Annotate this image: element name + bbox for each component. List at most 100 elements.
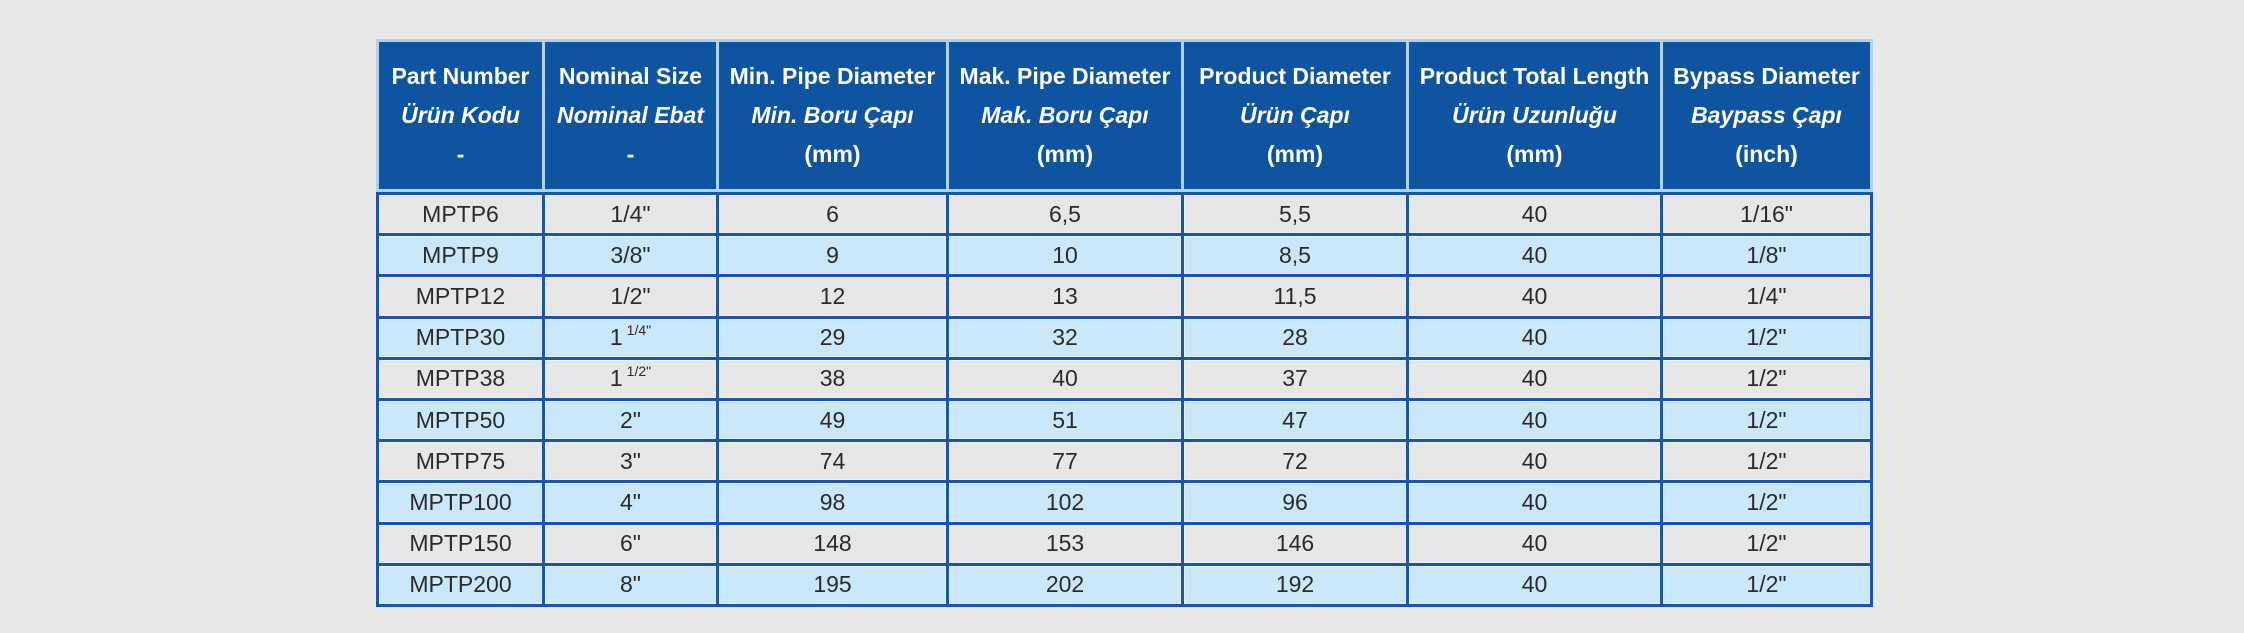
bypass-diameter-cell: 1/2" [1663, 359, 1870, 398]
spec-table: Part Number Ürün Kodu - Nominal Size Nom… [376, 39, 1873, 607]
product-total-length-cell: 40 [1409, 277, 1660, 316]
product-diameter-cell: 72 [1184, 442, 1406, 481]
bypass-diameter-cell: 1/2" [1663, 318, 1870, 357]
product-diameter-cell: 96 [1184, 483, 1406, 522]
part-number-cell: MPTP12 [379, 277, 542, 316]
bypass-diameter-cell: 1/2" [1663, 524, 1870, 563]
header-en-label: Product Diameter [1199, 63, 1391, 89]
product-diameter-cell: 47 [1184, 400, 1406, 440]
bypass-diameter-cell: 1/4" [1663, 277, 1870, 316]
min-pipe-diameter-cell: 98 [719, 483, 946, 522]
max-pipe-diameter-cell: 102 [949, 483, 1181, 522]
header-cell-part-number: Part Number Ürün Kodu - [379, 42, 542, 189]
part-number-cell: MPTP150 [379, 524, 542, 563]
header-unit-label: (mm) [1036, 141, 1094, 167]
header-cell-max-pipe-diameter: Mak. Pipe Diameter Mak. Boru Çapı (mm) [949, 42, 1181, 189]
part-number-cell: MPTP38 [379, 359, 542, 398]
nominal-size-cell: 4" [545, 483, 716, 522]
header-tr-label: Nominal Ebat [557, 102, 704, 128]
nominal-size-cell: 3" [545, 442, 716, 481]
nominal-size-cell: 6" [545, 524, 716, 563]
product-diameter-cell: 146 [1184, 524, 1406, 563]
min-pipe-diameter-cell: 74 [719, 442, 946, 481]
header-tr-label: Baypass Çapı [1691, 102, 1842, 128]
part-number-cell: MPTP200 [379, 565, 542, 604]
product-diameter-cell: 192 [1184, 565, 1406, 604]
part-number-cell: MPTP9 [379, 236, 542, 275]
max-pipe-diameter-cell: 10 [949, 236, 1181, 275]
header-unit-label: - [456, 141, 465, 167]
max-pipe-diameter-cell: 6,5 [949, 195, 1181, 234]
header-en-label: Mak. Pipe Diameter [959, 63, 1171, 89]
max-pipe-diameter-cell: 13 [949, 277, 1181, 316]
product-diameter-cell: 37 [1184, 359, 1406, 398]
nominal-size-cell: 1/2" [545, 277, 716, 316]
min-pipe-diameter-cell: 12 [719, 277, 946, 316]
product-diameter-cell: 5,5 [1184, 195, 1406, 234]
bypass-diameter-cell: 1/2" [1663, 483, 1870, 522]
part-number-cell: MPTP100 [379, 483, 542, 522]
product-total-length-cell: 40 [1409, 483, 1660, 522]
header-en-label: Nominal Size [558, 63, 703, 89]
product-total-length-cell: 40 [1409, 236, 1660, 275]
header-en-label: Product Total Length [1419, 63, 1650, 89]
header-cell-bypass-diameter: Bypass Diameter Baypass Çapı (inch) [1663, 42, 1870, 189]
max-pipe-diameter-cell: 153 [949, 524, 1181, 563]
header-tr-label: Ürün Kodu [401, 102, 520, 128]
max-pipe-diameter-cell: 202 [949, 565, 1181, 604]
header-unit-label: (mm) [804, 141, 861, 167]
product-total-length-cell: 40 [1409, 524, 1660, 563]
header-tr-label: Min. Boru Çapı [751, 102, 914, 128]
header-cell-min-pipe-diameter: Min. Pipe Diameter Min. Boru Çapı (mm) [719, 42, 946, 189]
nominal-size-cell: 1/4" [545, 195, 716, 234]
max-pipe-diameter-cell: 51 [949, 400, 1181, 440]
min-pipe-diameter-cell: 29 [719, 318, 946, 357]
header-en-label: Part Number [391, 63, 530, 89]
bypass-diameter-cell: 1/2" [1663, 565, 1870, 604]
header-tr-label: Ürün Çapı [1240, 102, 1350, 128]
min-pipe-diameter-cell: 195 [719, 565, 946, 604]
header-unit-label: - [626, 141, 635, 167]
max-pipe-diameter-cell: 40 [949, 359, 1181, 398]
min-pipe-diameter-cell: 148 [719, 524, 946, 563]
part-number-cell: MPTP30 [379, 318, 542, 357]
header-en-label: Bypass Diameter [1673, 63, 1860, 89]
nominal-size-cell: 1 1/4" [545, 318, 716, 357]
bypass-diameter-cell: 1/16" [1663, 195, 1870, 234]
product-total-length-cell: 40 [1409, 442, 1660, 481]
nominal-size-cell: 8" [545, 565, 716, 604]
product-total-length-cell: 40 [1409, 565, 1660, 604]
product-total-length-cell: 40 [1409, 400, 1660, 440]
product-total-length-cell: 40 [1409, 195, 1660, 234]
product-diameter-cell: 28 [1184, 318, 1406, 357]
part-number-cell: MPTP6 [379, 195, 542, 234]
table-body: MPTP6 1/4" 6 6,5 5,5 40 1/16" MPTP9 3/8"… [376, 192, 1873, 607]
product-total-length-cell: 40 [1409, 359, 1660, 398]
header-en-label: Min. Pipe Diameter [729, 63, 936, 89]
nominal-size-cell: 1 1/2" [545, 359, 716, 398]
product-total-length-cell: 40 [1409, 318, 1660, 357]
header-unit-label: (mm) [1266, 141, 1324, 167]
header-tr-label: Mak. Boru Çapı [981, 102, 1149, 128]
header-tr-label: Ürün Uzunluğu [1452, 102, 1617, 128]
header-unit-label: (mm) [1506, 141, 1563, 167]
bypass-diameter-cell: 1/2" [1663, 442, 1870, 481]
header-cell-product-total-length: Product Total Length Ürün Uzunluğu (mm) [1409, 42, 1660, 189]
product-diameter-cell: 11,5 [1184, 277, 1406, 316]
table-header: Part Number Ürün Kodu - Nominal Size Nom… [376, 39, 1873, 192]
max-pipe-diameter-cell: 32 [949, 318, 1181, 357]
min-pipe-diameter-cell: 49 [719, 400, 946, 440]
min-pipe-diameter-cell: 9 [719, 236, 946, 275]
bypass-diameter-cell: 1/2" [1663, 400, 1870, 440]
header-unit-label: (inch) [1735, 141, 1798, 167]
max-pipe-diameter-cell: 77 [949, 442, 1181, 481]
product-diameter-cell: 8,5 [1184, 236, 1406, 275]
part-number-cell: MPTP75 [379, 442, 542, 481]
part-number-cell: MPTP50 [379, 400, 542, 440]
bypass-diameter-cell: 1/8" [1663, 236, 1870, 275]
nominal-size-cell: 3/8" [545, 236, 716, 275]
header-cell-product-diameter: Product Diameter Ürün Çapı (mm) [1184, 42, 1406, 189]
nominal-size-cell: 2" [545, 400, 716, 440]
min-pipe-diameter-cell: 38 [719, 359, 946, 398]
